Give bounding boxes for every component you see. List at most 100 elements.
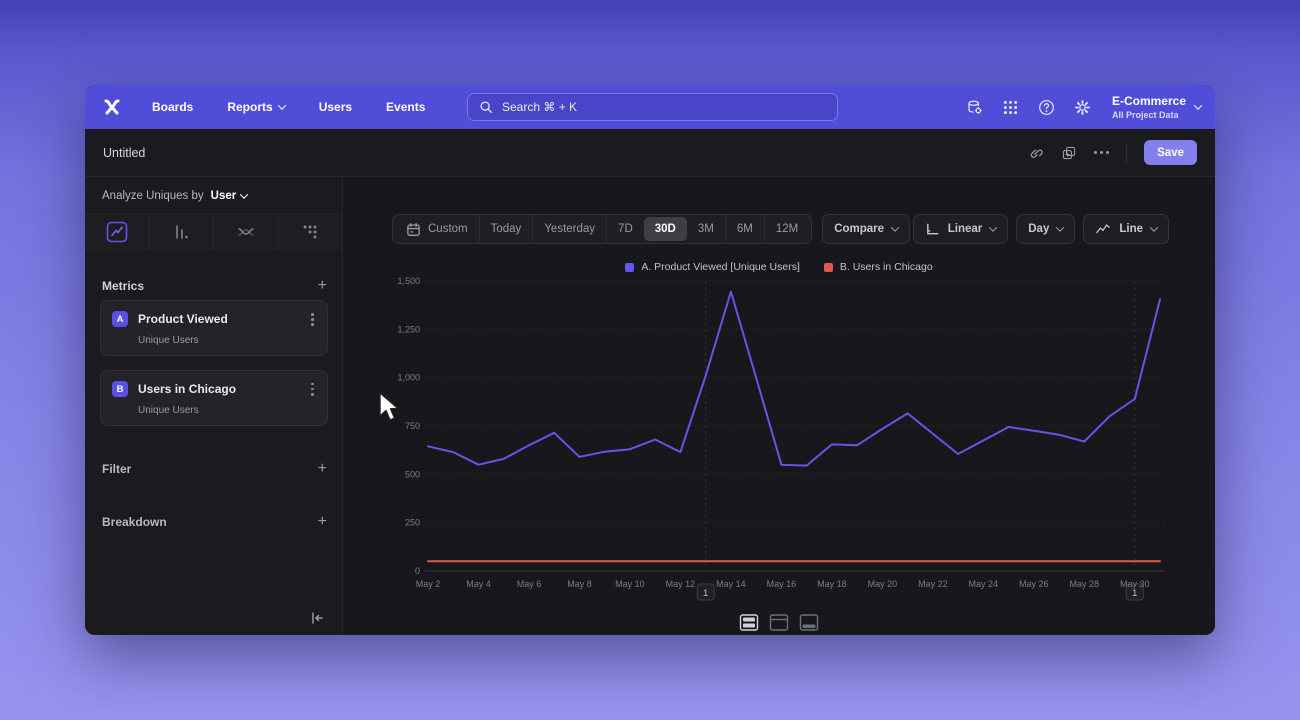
range-button-today[interactable]: Today xyxy=(478,215,533,243)
chevron-down-icon xyxy=(989,223,998,232)
line-chart[interactable]: 0 250 500 750 1,000 1,250 1,500 1 1 May 2 May 4 May… xyxy=(343,177,1215,635)
metric-badge: B xyxy=(112,381,128,398)
svg-text:May 28: May 28 xyxy=(1070,579,1100,589)
svg-text:0: 0 xyxy=(415,566,420,576)
chart-legend: A. Product Viewed [Unique Users] B. User… xyxy=(343,261,1215,273)
metric-options-icon[interactable] xyxy=(309,381,316,398)
series-line[interactable] xyxy=(427,290,1161,467)
svg-text:May 14: May 14 xyxy=(716,579,746,589)
svg-text:1,250: 1,250 xyxy=(397,324,420,334)
metric-list: A Product Viewed Unique Users B Users in… xyxy=(85,300,342,426)
legend-swatch xyxy=(625,262,635,272)
analyze-label: Analyze Uniques by xyxy=(102,190,204,202)
compare-dropdown[interactable]: Compare xyxy=(822,214,911,244)
divider xyxy=(1126,142,1128,163)
layout-footer-bottom-button[interactable] xyxy=(799,613,820,632)
chevron-down-icon xyxy=(277,101,286,110)
analyze-value-dropdown[interactable]: User xyxy=(211,190,249,202)
settings-gear-icon[interactable] xyxy=(1074,99,1091,116)
nav-item-users[interactable]: Users xyxy=(318,100,353,114)
svg-text:May 22: May 22 xyxy=(918,579,948,589)
svg-text:1,000: 1,000 xyxy=(397,373,420,383)
tab-flows[interactable] xyxy=(214,214,279,249)
range-button-yesterday[interactable]: Yesterday xyxy=(532,215,606,243)
add-filter-button[interactable]: + xyxy=(317,459,327,477)
breakdown-label: Breakdown xyxy=(102,514,167,529)
chevron-down-icon xyxy=(239,190,249,199)
filter-section-header: Filter + xyxy=(85,459,342,477)
search-input[interactable]: Search ⌘ + K xyxy=(467,93,838,121)
more-options-icon[interactable] xyxy=(1094,151,1110,154)
layout-rows-split-button[interactable] xyxy=(739,613,760,632)
nav-item-boards[interactable]: Boards xyxy=(152,100,194,114)
metric-options-icon[interactable] xyxy=(309,311,316,328)
add-breakdown-button[interactable]: + xyxy=(317,512,327,530)
app-window: Boards Reports Users Events Search ⌘ + K xyxy=(85,85,1215,635)
range-button-3m[interactable]: 3M xyxy=(697,223,714,235)
metrics-label: Metrics xyxy=(102,279,145,293)
svg-text:1,500: 1,500 xyxy=(397,276,420,286)
metric-card-b[interactable]: B Users in Chicago Unique Users xyxy=(100,369,328,426)
metric-badge: A xyxy=(112,311,128,328)
layout-toggle-group xyxy=(739,613,820,632)
bars-tab-icon xyxy=(176,224,189,239)
range-button-custom[interactable]: Custom xyxy=(395,215,479,243)
line-chart-tab-icon xyxy=(106,221,128,242)
svg-text:May 12: May 12 xyxy=(666,579,696,589)
share-link-icon[interactable] xyxy=(1028,145,1044,161)
svg-text:1: 1 xyxy=(1132,588,1137,599)
range-button-6m[interactable]: 6M xyxy=(724,215,764,243)
report-title[interactable]: Untitled xyxy=(103,145,146,160)
metric-subtitle: Unique Users xyxy=(138,334,199,346)
project-subtitle: All Project Data xyxy=(1111,109,1179,120)
nav-item-reports[interactable]: Reports xyxy=(227,100,286,114)
report-toolbar: Untitled Save xyxy=(85,129,1215,177)
legend-item[interactable]: B. Users in Chicago xyxy=(823,261,933,273)
dots-grid-tab-icon xyxy=(303,225,317,238)
svg-text:May 4: May 4 xyxy=(466,579,491,589)
granularity-dropdown[interactable]: Day xyxy=(1016,214,1076,244)
save-button[interactable]: Save xyxy=(1144,140,1197,165)
svg-text:500: 500 xyxy=(405,469,420,479)
range-button-7d[interactable]: 7D xyxy=(606,215,644,243)
date-range-selector: Custom Today Yesterday 7D 30D 3M 6M 12M xyxy=(392,214,813,244)
add-metric-button[interactable]: + xyxy=(317,277,327,294)
mixpanel-logo-icon[interactable] xyxy=(102,97,122,117)
data-management-icon[interactable] xyxy=(966,99,983,116)
line-chart-icon xyxy=(1096,224,1111,234)
help-icon[interactable] xyxy=(1038,99,1055,116)
scale-dropdown[interactable]: Linear xyxy=(912,214,1009,244)
chevron-down-icon xyxy=(1056,223,1065,232)
chart-panel: Custom Today Yesterday 7D 30D 3M 6M 12M Compare… xyxy=(343,177,1215,635)
range-button-12m[interactable]: 12M xyxy=(763,215,809,243)
metric-card-a[interactable]: A Product Viewed Unique Users xyxy=(100,300,328,356)
annotation-marker[interactable]: 1 xyxy=(696,583,715,601)
apps-grid-icon[interactable] xyxy=(1002,99,1019,116)
tab-insights[interactable] xyxy=(85,214,150,249)
svg-text:May 16: May 16 xyxy=(767,579,797,589)
tab-retention[interactable] xyxy=(279,214,343,249)
range-button-30d[interactable]: 30D xyxy=(643,217,687,241)
svg-text:May 18: May 18 xyxy=(817,579,847,589)
svg-text:May 6: May 6 xyxy=(517,579,542,589)
search-icon xyxy=(480,101,492,113)
query-builder-sidebar: Analyze Uniques by User xyxy=(85,177,343,635)
analyze-uniques-row: Analyze Uniques by User xyxy=(85,177,342,213)
metric-subtitle: Unique Users xyxy=(138,404,199,416)
duplicate-icon[interactable] xyxy=(1061,145,1077,161)
visualization-tabs xyxy=(85,213,342,250)
filter-label: Filter xyxy=(102,461,132,476)
legend-item[interactable]: A. Product Viewed [Unique Users] xyxy=(625,261,800,273)
chart-type-dropdown[interactable]: Line xyxy=(1083,214,1169,244)
layout-header-top-button[interactable] xyxy=(769,613,790,632)
legend-swatch xyxy=(823,262,833,272)
nav-item-events[interactable]: Events xyxy=(386,100,426,114)
project-switcher[interactable]: E-Commerce All Project Data xyxy=(1111,94,1203,120)
tab-funnels[interactable] xyxy=(150,214,214,249)
collapse-sidebar-icon[interactable] xyxy=(309,610,325,626)
annotation-marker[interactable]: 1 xyxy=(1125,583,1144,601)
calendar-icon xyxy=(407,222,420,236)
linear-axis-icon xyxy=(926,223,939,234)
nav-menu: Boards Reports Users Events xyxy=(152,100,425,114)
breakdown-section-header: Breakdown + xyxy=(85,512,342,530)
